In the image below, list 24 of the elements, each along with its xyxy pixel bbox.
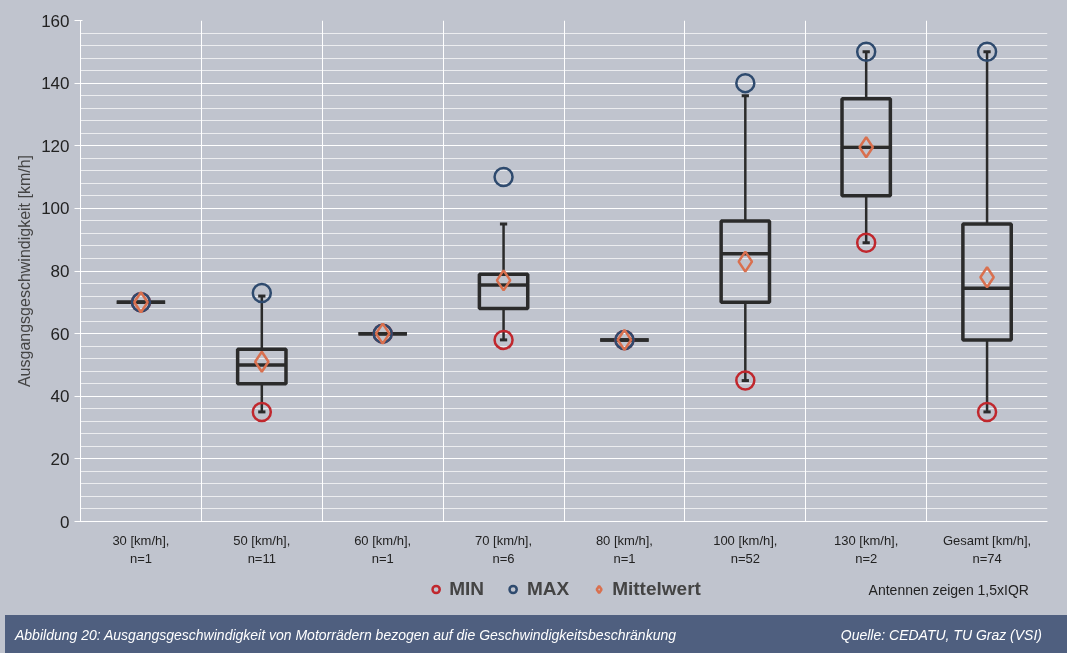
x-tick-label: Gesamt [km/h], n=74	[943, 532, 1032, 566]
x-tick-label: 70 [km/h], n=6	[475, 532, 533, 566]
y-tick-label: 60	[50, 324, 70, 344]
y-tick-label: 160	[41, 11, 70, 31]
text: Abbildung 20: Ausgangsgeschwindigkeit von Motorrädern bezogen auf die Geschwindigkeitsbeschränkung	[15, 626, 677, 645]
x-tick-label: 30 [km/h], n=1	[112, 532, 170, 566]
y-tick-label: 80	[50, 262, 70, 281]
x-tick-label: 100 [km/h], n=52	[713, 532, 778, 566]
y-tick-label: 100	[41, 199, 70, 219]
y-tick-label: 40	[50, 387, 70, 407]
y-tick-label: 20	[50, 449, 70, 469]
legend-label: MAX	[526, 578, 570, 600]
x-tick-label: 80 [km/h], n=1	[595, 532, 653, 566]
text: Antennen zeigen 1,5xIQR	[868, 581, 1029, 598]
legend-label: MIN	[449, 578, 484, 600]
y-tick-label: 120	[41, 136, 70, 156]
x-tick-label: 130 [km/h], n=2	[834, 532, 899, 566]
source-note: Quelle: CEDATU, TU Graz (VSI)	[840, 626, 1042, 645]
y-tick-label: 140	[41, 74, 70, 94]
x-tick-label: 60 [km/h], n=1	[354, 532, 412, 566]
x-tick-label: 50 [km/h], n=11	[233, 532, 291, 566]
y-tick-label: 0	[60, 512, 70, 532]
y-axis-title: Ausgangsgeschwindigkeit [km/h]	[16, 154, 34, 388]
legend-label: Mittelwert	[612, 578, 701, 600]
